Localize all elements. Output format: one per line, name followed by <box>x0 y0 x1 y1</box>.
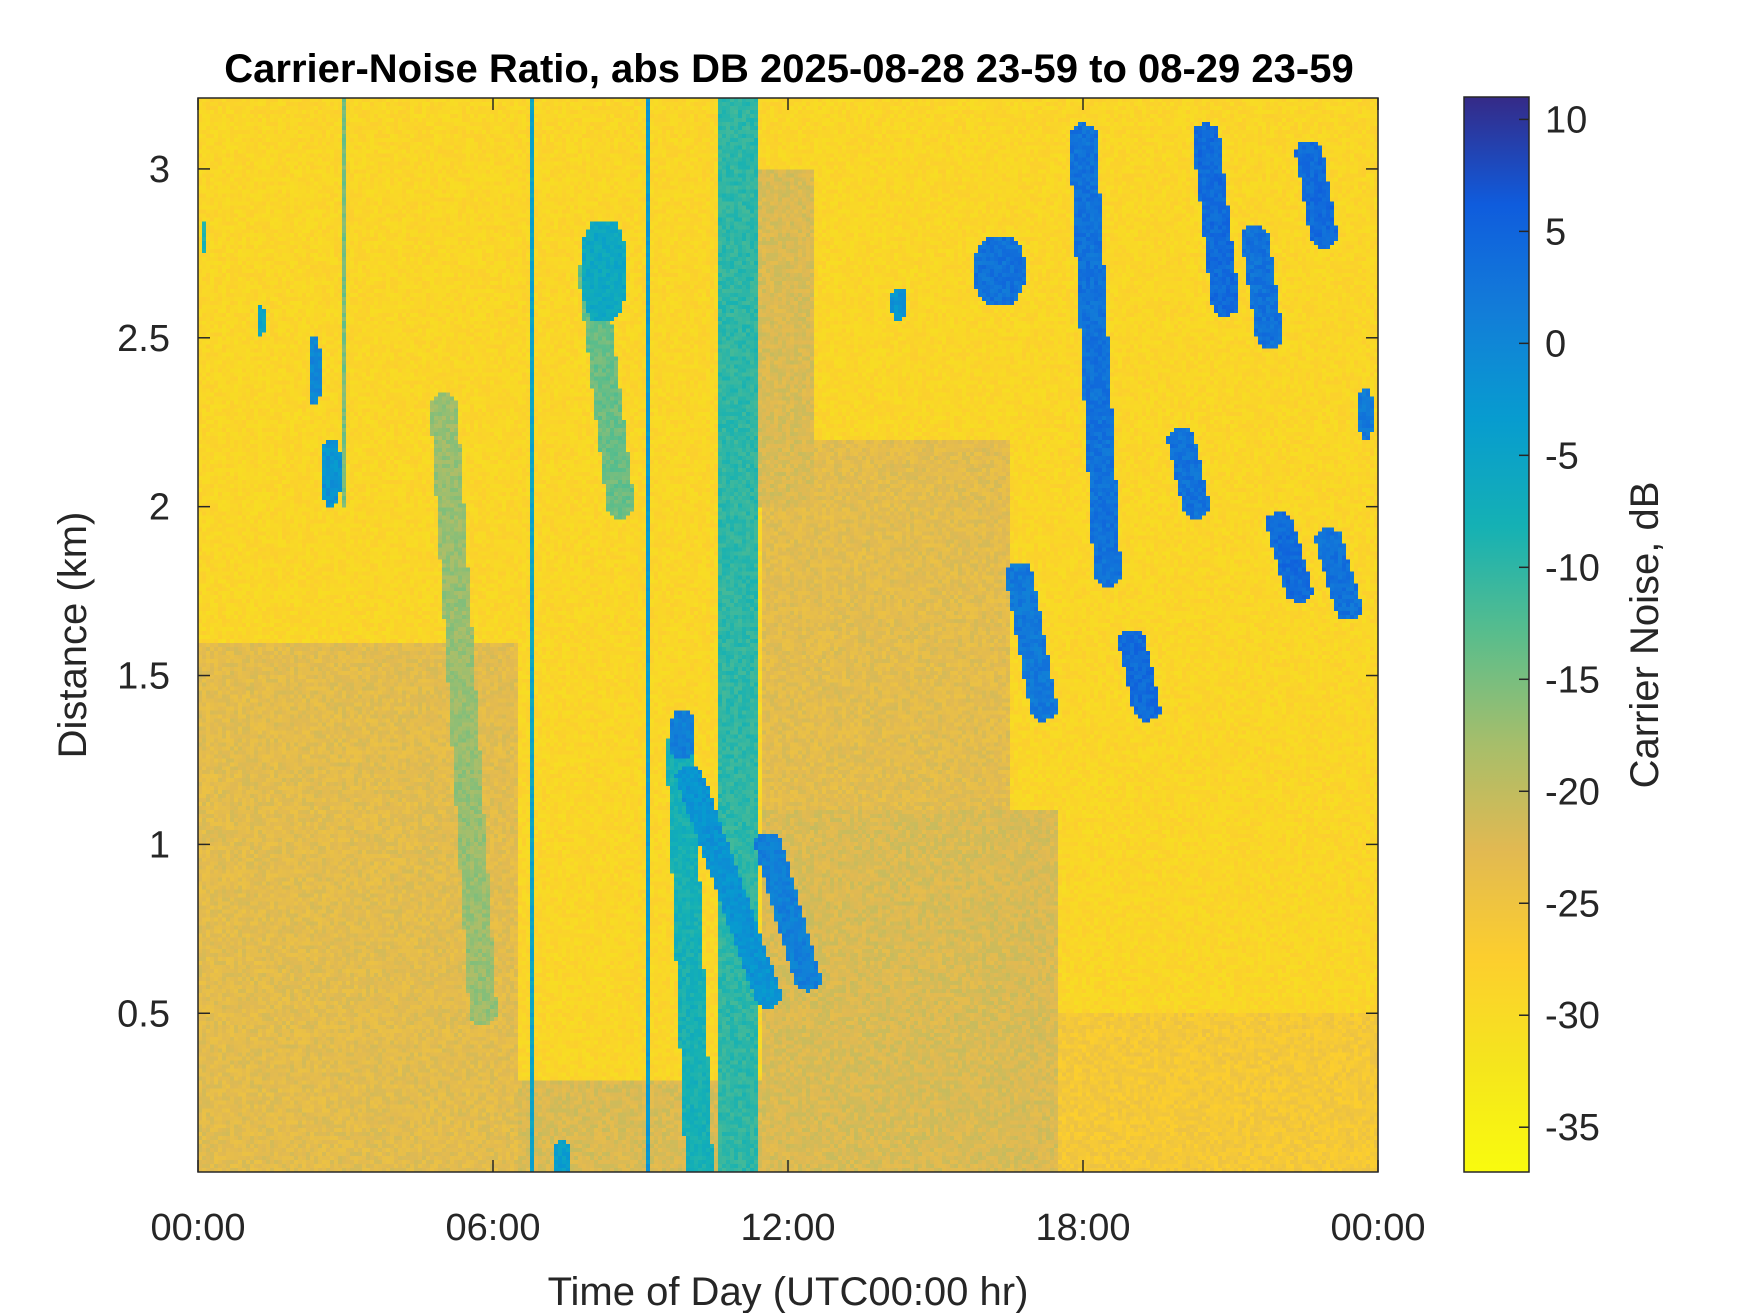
y-tick-marks <box>198 168 1378 1015</box>
x-tick-label: 12:00 <box>740 1207 835 1249</box>
colorbar-tick-label: 0 <box>1545 323 1566 365</box>
colorbar-gradient <box>1463 96 1530 1173</box>
colorbar-tick-marks <box>1519 118 1529 1128</box>
colorbar-tick-label: -25 <box>1545 883 1600 925</box>
colorbar-tick-label: -20 <box>1545 771 1600 813</box>
colorbar: 10 5 0 -5 -10 -15 -20 -25 -30 -35 Carrier Noise, … <box>1463 96 1667 1173</box>
x-tick-labels: 00:00 06:00 12:00 18:00 00:00 <box>150 1207 1425 1249</box>
y-tick-label: 1.5 <box>117 656 170 698</box>
colorbar-label: Carrier Noise, dB <box>1623 482 1667 789</box>
y-axis-label: Distance (km) <box>51 512 95 759</box>
y-tick-label: 1 <box>149 824 170 866</box>
colorbar-tick-labels: 10 5 0 -5 -10 -15 -20 -25 -30 -35 <box>1545 99 1600 1149</box>
colorbar-tick-label: -15 <box>1545 659 1600 701</box>
y-tick-labels: 0.5 1 1.5 2 2.5 3 <box>117 149 170 1035</box>
colorbar-tick-label: -30 <box>1545 995 1600 1037</box>
x-axis-label: Time of Day (UTC00:00 hr) <box>548 1270 1029 1313</box>
x-tick-label: 06:00 <box>445 1207 540 1249</box>
y-tick-label: 0.5 <box>117 993 170 1035</box>
x-tick-label: 18:00 <box>1035 1207 1130 1249</box>
colorbar-tick-label: -10 <box>1545 547 1600 589</box>
x-tick-label: 00:00 <box>1330 1207 1425 1249</box>
x-tick-label: 00:00 <box>150 1207 245 1249</box>
y-tick-label: 2.5 <box>117 318 170 360</box>
colorbar-tick-label: -5 <box>1545 435 1579 477</box>
chart-title: Carrier-Noise Ratio, abs DB 2025-08-28 2… <box>224 47 1353 91</box>
heatmap-image <box>198 98 1378 1172</box>
colorbar-tick-label: -35 <box>1545 1107 1600 1149</box>
colorbar-tick-label: 10 <box>1545 99 1587 141</box>
y-tick-label: 3 <box>149 149 170 191</box>
heatmap-plot-area <box>197 97 1379 1173</box>
y-tick-label: 2 <box>149 487 170 529</box>
plot-frame <box>197 97 1379 1173</box>
colorbar-tick-label: 5 <box>1545 211 1566 253</box>
